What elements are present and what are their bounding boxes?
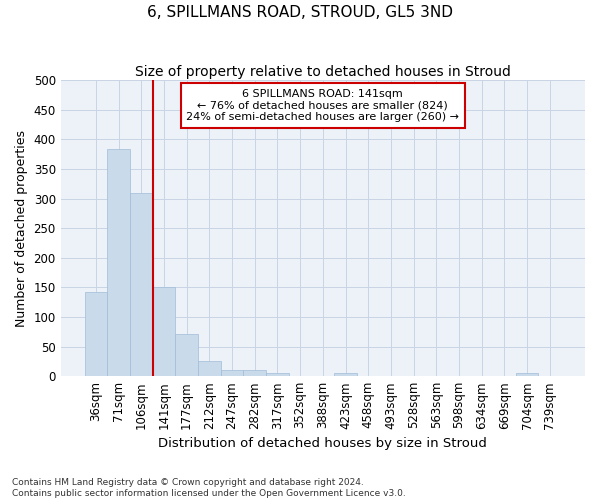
Bar [85,292,107,376]
Bar [152,288,175,376]
X-axis label: Distribution of detached houses by size in Stroud: Distribution of detached houses by size … [158,437,487,450]
Bar [221,370,244,376]
Y-axis label: Number of detached properties: Number of detached properties [15,130,28,326]
Text: Contains HM Land Registry data © Crown copyright and database right 2024.
Contai: Contains HM Land Registry data © Crown c… [12,478,406,498]
Bar [334,373,357,376]
Bar [130,193,152,376]
Bar [107,149,130,376]
Bar [266,373,289,376]
Text: 6 SPILLMANS ROAD: 141sqm
← 76% of detached houses are smaller (824)
24% of semi-: 6 SPILLMANS ROAD: 141sqm ← 76% of detach… [187,89,460,122]
Title: Size of property relative to detached houses in Stroud: Size of property relative to detached ho… [135,65,511,79]
Bar [244,370,266,376]
Bar [516,373,538,376]
Text: 6, SPILLMANS ROAD, STROUD, GL5 3ND: 6, SPILLMANS ROAD, STROUD, GL5 3ND [147,5,453,20]
Bar [175,334,198,376]
Bar [198,362,221,376]
